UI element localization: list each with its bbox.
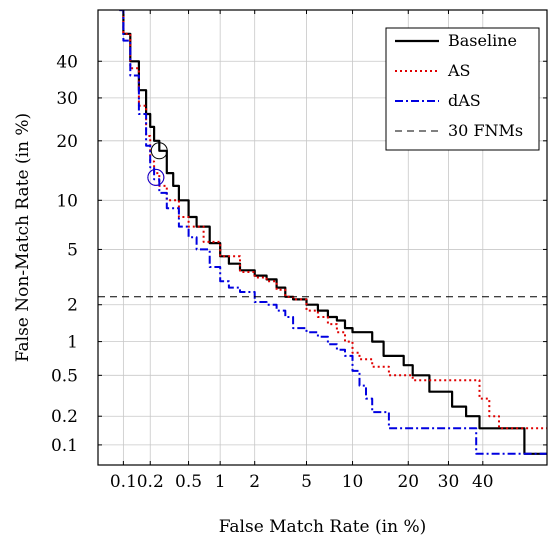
- legend: Baseline AS dAS 30 FNMs: [385, 27, 540, 151]
- x-tick-label: 30: [438, 472, 460, 492]
- x-tick-label: 5: [301, 472, 312, 492]
- marker-circle-baseline: [150, 142, 168, 160]
- y-axis-ticks: 0.1 0.2 0.5 1 2 5 10 20 30 40: [51, 52, 547, 456]
- x-axis-title: False Match Rate (in %): [219, 517, 426, 537]
- x-tick-label: 40: [472, 472, 494, 492]
- marker-layer: [147, 142, 168, 186]
- x-tick-label: 1: [215, 472, 226, 492]
- series-layer: [98, 10, 547, 455]
- y-tick-label: 0.1: [51, 436, 78, 456]
- x-tick-label: 0.1: [110, 472, 137, 492]
- x-tick-label: 2: [249, 472, 260, 492]
- y-tick-label: 1: [67, 333, 78, 353]
- series-line-as: [119, 10, 547, 430]
- plot-frame: [97, 9, 548, 466]
- legend-label-30-fnms: 30 FNMs: [448, 121, 523, 140]
- y-tick-label: 40: [56, 52, 78, 72]
- x-tick-label: 0.2: [137, 472, 164, 492]
- legend-label-as: AS: [447, 61, 471, 80]
- marker-circle-das: [147, 168, 165, 186]
- y-tick-label: 20: [56, 132, 78, 152]
- legend-label-baseline: Baseline: [448, 31, 517, 50]
- x-axis-ticks: 0.1 0.2 0.5 1 2 5 10 20 30 40: [110, 10, 494, 492]
- y-tick-label: 5: [67, 240, 78, 260]
- series-line-das: [119, 10, 547, 455]
- legend-label-das: dAS: [448, 91, 481, 110]
- x-tick-label: 10: [342, 472, 364, 492]
- y-tick-label: 0.5: [51, 366, 78, 386]
- x-tick-label: 0.5: [175, 472, 202, 492]
- x-tick-label: 20: [397, 472, 419, 492]
- y-tick-label: 0.2: [51, 407, 78, 427]
- y-axis-title: False Non-Match Rate (in %): [13, 113, 33, 362]
- y-tick-label: 10: [56, 191, 78, 211]
- legend-box: [385, 27, 540, 151]
- y-tick-label: 30: [56, 89, 78, 109]
- y-tick-label: 2: [67, 296, 78, 316]
- grid: [98, 10, 547, 465]
